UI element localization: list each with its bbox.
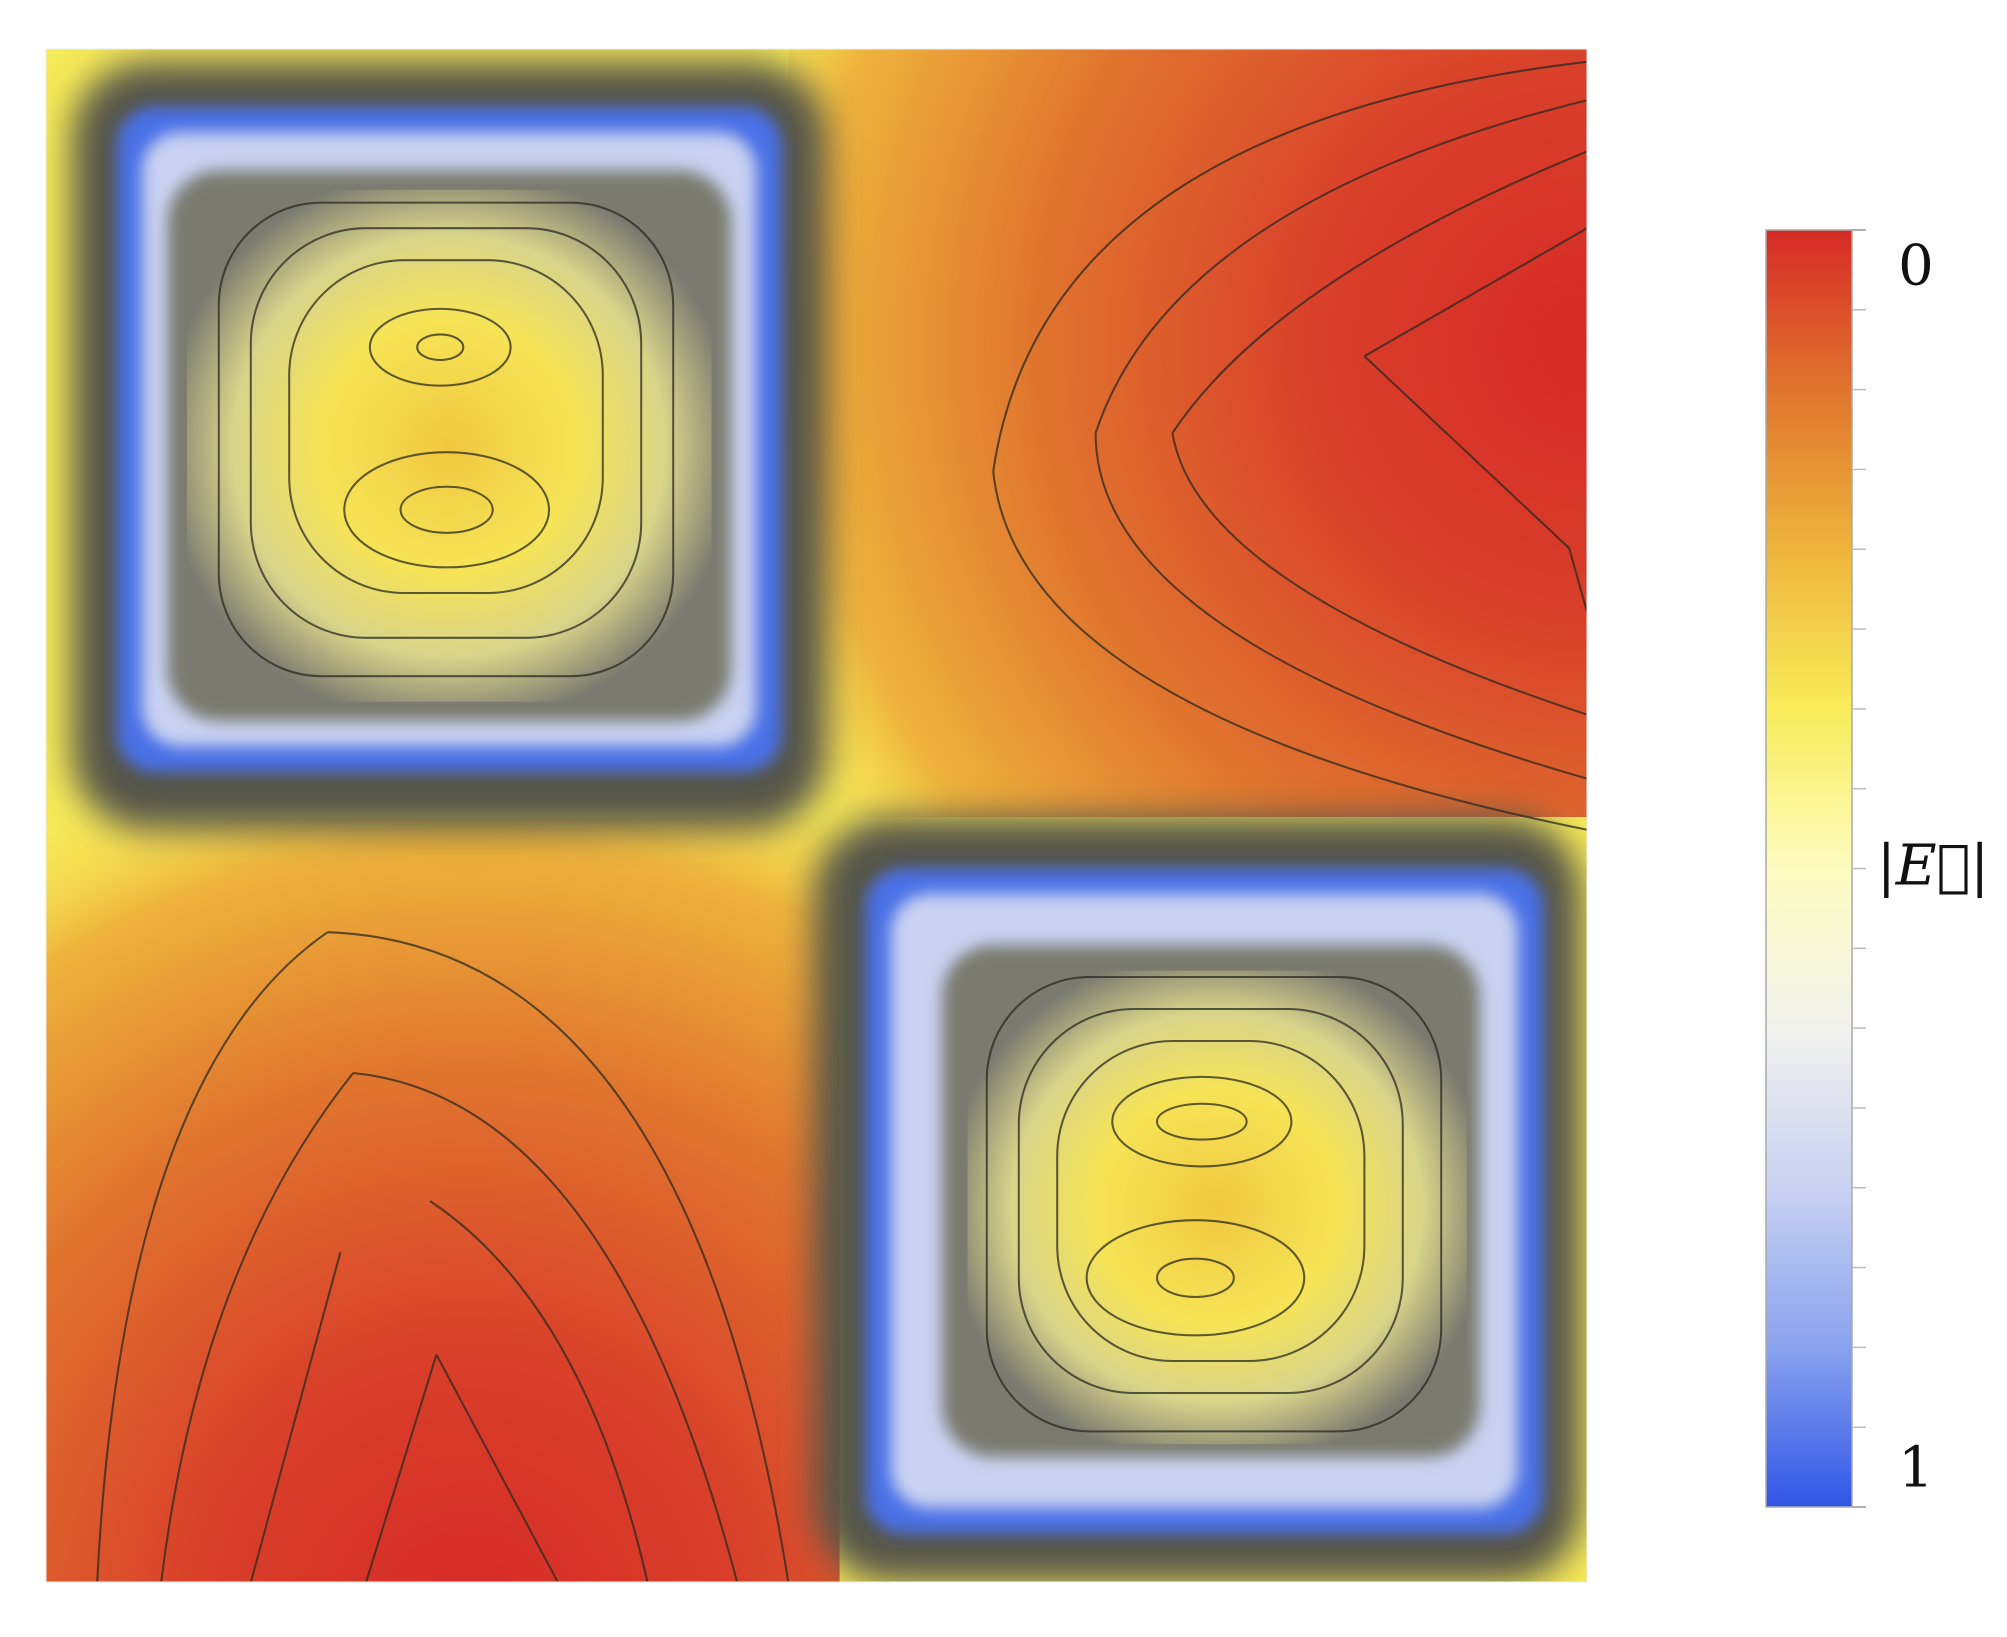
colorbar-label: |E⃗| — [1877, 834, 1989, 899]
colorbar-gradient — [1765, 229, 1853, 1508]
colorbar-tick-label: 0 — [1898, 234, 1934, 299]
plot-frame — [45, 48, 1588, 1583]
colorbar-tick-label: 1 — [1898, 1436, 1934, 1501]
field — [46, 49, 1588, 1583]
colorbar — [1765, 229, 1853, 1508]
